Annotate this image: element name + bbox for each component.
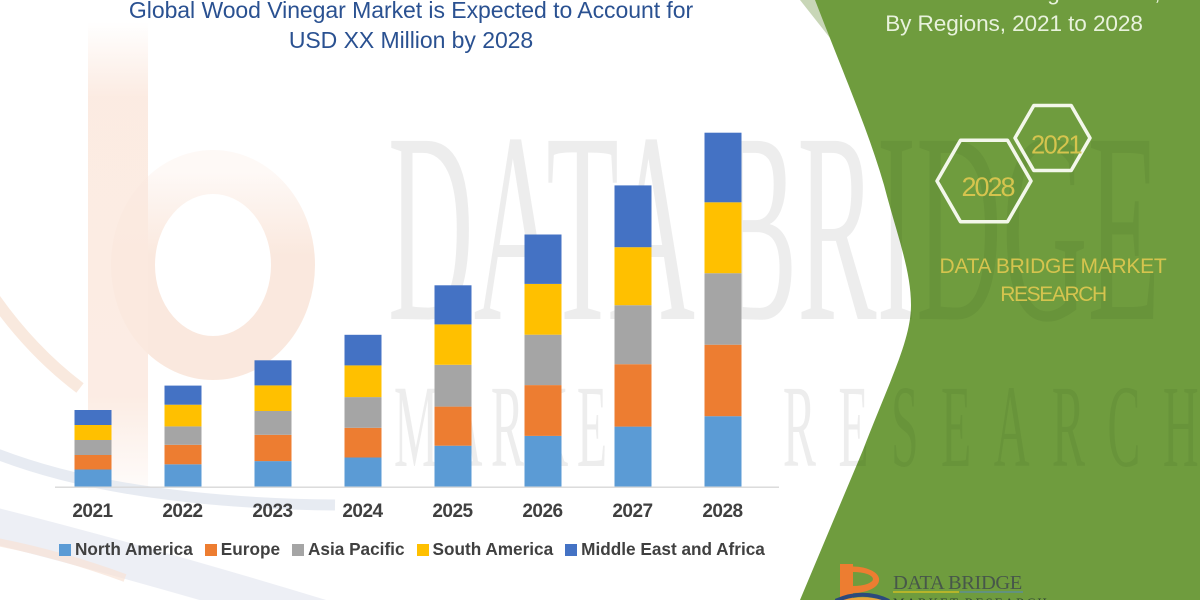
svg-text:2021: 2021	[1031, 132, 1081, 160]
svg-text:2028: 2028	[961, 172, 1014, 202]
